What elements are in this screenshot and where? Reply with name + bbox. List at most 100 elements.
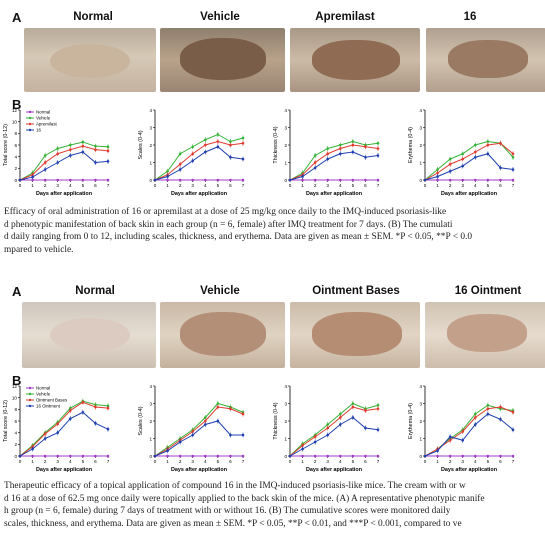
fig1-chart-1-legend-label: Apremilast (36, 122, 58, 127)
fig2-photo-title-normal: Normal (75, 285, 115, 297)
fig1-chart-3-y-axis-label: Thickness (0-4) (273, 126, 279, 163)
fig1-chart-2-series-line (154, 140, 244, 181)
fig2-chart-2-y-tick-label: 2 (149, 419, 152, 424)
fig1-chart-1-legend-marker (28, 116, 32, 120)
fig2-chart-1-x-axis-label: Days after application (36, 467, 92, 473)
fig1-chart-1-y-tick-label: 12 (12, 108, 18, 113)
fig1-chart-1-x-tick-label: 1 (31, 183, 34, 188)
fig2-chart-4-x-tick-label: 4 (474, 459, 477, 464)
fig1-chart-1-legend-marker (28, 110, 32, 114)
fig2-chart-1-x-tick-label: 4 (69, 459, 72, 464)
fig1-chart-4-x-tick-label: 1 (436, 183, 439, 188)
fig2-chart-1-x-tick-label: 7 (107, 459, 110, 464)
fig1-panel-a-label: A (12, 10, 22, 25)
fig1-chart-1-y-tick-label: 2 (14, 166, 17, 171)
fig1-chart-1-y-axis-label: Total score (0-12) (3, 124, 9, 166)
fig2-chart-1-y-tick-label: 6 (14, 419, 17, 424)
fig2-chart-2-x-tick-label: 6 (229, 459, 232, 464)
fig2-caption-line-3: h group (n = 6, female) during 7 days of… (4, 506, 451, 517)
fig2-panel-a-label: A (12, 284, 22, 299)
fig1-chart-4-x-tick-label: 5 (487, 183, 490, 188)
fig2-chart-1-y-tick-label: 2 (14, 442, 17, 447)
fig2-chart-4-x-tick-label: 5 (487, 459, 490, 464)
fig1-caption: Efficacy of oral administration of 16 or… (4, 206, 472, 256)
fig1-chart-3-y-tick-label: 4 (284, 108, 287, 113)
fig2-chart-1-data-point (68, 454, 72, 458)
fig2-chart-4-x-tick-label: 2 (449, 459, 452, 464)
fig2-chart-2-data-point (166, 454, 169, 458)
fig1-chart-3-x-tick-label: 3 (326, 183, 329, 188)
fig2-chart-2-x-tick-label: 5 (217, 459, 220, 464)
fig2-chart-4-data-point (461, 454, 465, 458)
fig1-chart-1-data-point (106, 178, 110, 182)
fig2-chart-3-y-tick-label: 1 (284, 436, 287, 441)
fig2-chart-1-y-tick-label: 12 (12, 384, 18, 389)
fig1-chart-3-x-tick-label: 7 (377, 183, 380, 188)
fig1-chart-2-data-point (216, 178, 220, 182)
fig1-chart-3-data-point (376, 178, 380, 182)
fig2-photo-title-16-ointment: 16 Ointment (454, 285, 522, 297)
fig2-photo-ointment-bases (290, 302, 420, 368)
fig2-chart-1-data-point (56, 454, 60, 458)
fig2-chart-1-x-tick-label: 0 (19, 459, 22, 464)
fig2-chart-3-data-point (313, 454, 317, 458)
fig1-chart-3-series-line (289, 144, 379, 181)
fig2-photo-vehicle (160, 302, 285, 368)
fig2-chart-4-x-tick-label: 1 (436, 459, 439, 464)
fig2-chart-1-series-line (19, 401, 109, 457)
fig2-chart-3-x-tick-label: 0 (289, 459, 292, 464)
fig1-chart-2-y-tick-label: 4 (149, 108, 152, 113)
fig1-chart-4-y-tick-label: 1 (419, 160, 422, 165)
fig1-chart-4-x-axis-label: Days after application (441, 191, 497, 197)
fig2-chart-2-data-point (229, 454, 232, 458)
fig1-chart-2-x-axis-label: Days after application (171, 191, 227, 197)
fig1-chart-1-x-tick-label: 0 (19, 183, 22, 188)
fig2-chart-3-x-tick-label: 6 (364, 459, 367, 464)
fig2-panel-b-label: B (12, 373, 22, 388)
fig1-chart-4-data-point (448, 178, 452, 182)
fig2-chart-3-data-point (338, 454, 342, 458)
fig1-caption-line-4: mpared to vehicle. (4, 244, 74, 255)
fig2-chart-2-y-tick-label: 3 (149, 401, 152, 406)
fig2-chart-1-data-point (81, 454, 85, 458)
fig2-chart-2-x-tick-label: 2 (179, 459, 182, 464)
fig1-chart-4-y-axis-label: Erythema (0-4) (408, 127, 414, 163)
fig2-chart-2-x-tick-label: 0 (154, 459, 157, 464)
fig2-chart-1-legend-label: Ointment Bases (36, 398, 68, 403)
fig1-chart-2-x-tick-label: 3 (191, 183, 194, 188)
fig1-photo-title-vehicle: Vehicle (200, 11, 240, 23)
fig1-chart-1-data-point (68, 178, 72, 182)
fig1-caption-line-3: d daily ranging from 0 to 12, including … (4, 232, 473, 243)
fig1-photo-title-normal: Normal (73, 11, 113, 23)
fig2-chart-3-x-tick-label: 4 (339, 459, 342, 464)
fig1-chart-1-data-point (43, 178, 47, 182)
fig2-chart-1-x-tick-label: 1 (31, 459, 34, 464)
fig2-chart-2-series-line (154, 406, 244, 457)
fig1-chart-3-y-tick-label: 1 (284, 160, 287, 165)
fig2-chart-3-data-point (301, 454, 304, 458)
fig1-chart-1-legend-label: Normal (36, 110, 50, 115)
fig2-chart-3-x-tick-label: 5 (352, 459, 355, 464)
fig2-chart-2-data-point (216, 454, 220, 458)
fig1-chart-2-x-tick-label: 5 (217, 183, 220, 188)
fig1-chart-3-data-point (338, 178, 342, 182)
fig1-chart-3-y-tick-label: 3 (284, 125, 287, 130)
fig2-chart-2-x-tick-label: 4 (204, 459, 207, 464)
fig2-chart-1-legend-marker (28, 404, 32, 408)
fig1-chart-2-series-line (154, 146, 244, 181)
fig1-chart-3-x-tick-label: 0 (289, 183, 292, 188)
fig1-chart-1-x-tick-label: 4 (69, 183, 72, 188)
fig2-chart-3-x-tick-label: 3 (326, 459, 329, 464)
fig1-chart-2-data-point (203, 178, 207, 182)
fig1-chart-2-data-point (153, 178, 157, 182)
fig2-chart-3-y-axis-label: Thickness (0-4) (273, 402, 279, 439)
fig1-chart-4-data-point (461, 178, 465, 182)
fig1-chart-2-x-tick-label: 1 (166, 183, 169, 188)
fig1-chart-2-data-point (178, 178, 182, 182)
fig1-chart-4-data-point (473, 178, 477, 182)
fig1-chart-4-y-tick-label: 3 (419, 125, 422, 130)
fig1-chart-4-series-line (424, 153, 514, 181)
fig2-chart-2-x-tick-label: 3 (191, 459, 194, 464)
